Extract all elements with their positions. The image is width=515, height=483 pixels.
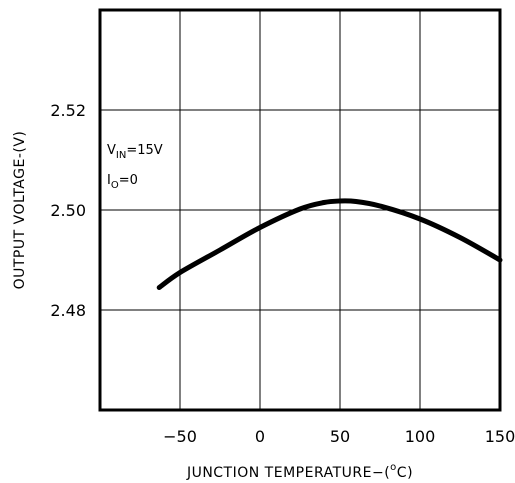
y-axis-label: OUTPUT VOLTAGE-(V) — [12, 131, 28, 290]
annotation-vin-rest: =15V — [126, 143, 162, 158]
y-tick-labels: 2.48 2.50 2.52 — [50, 101, 86, 320]
x-tick-label: 50 — [330, 427, 350, 446]
annotation-vin: VIN=15V — [107, 143, 163, 161]
x-tick-labels: −50 0 50 100 150 — [163, 427, 515, 446]
x-tick-label: 100 — [405, 427, 436, 446]
x-axis-label: JUNCTION TEMPERATURE−(oC) — [186, 462, 413, 481]
series-line — [156, 198, 503, 290]
y-tick-label: 2.48 — [50, 301, 86, 320]
x-tick-label: 0 — [255, 427, 265, 446]
annotation-io-main: I — [107, 173, 111, 188]
annotation-io-sub: O — [111, 180, 119, 191]
annotation-io-rest: =0 — [119, 173, 138, 188]
x-axis-label-degree: o — [390, 462, 397, 473]
x-tick-label: 150 — [485, 427, 515, 446]
annotation-io: IO=0 — [107, 173, 138, 191]
plot-frame — [98, 8, 502, 412]
y-tick-label: 2.52 — [50, 101, 86, 120]
x-tick-label: −50 — [163, 427, 197, 446]
x-axis-label-prefix: JUNCTION TEMPERATURE−( — [186, 465, 390, 481]
annotation-vin-sub: IN — [116, 150, 126, 161]
y-tick-label: 2.50 — [50, 201, 86, 220]
annotation-vin-main: V — [107, 143, 116, 158]
x-axis-label-suffix: C) — [397, 465, 413, 481]
